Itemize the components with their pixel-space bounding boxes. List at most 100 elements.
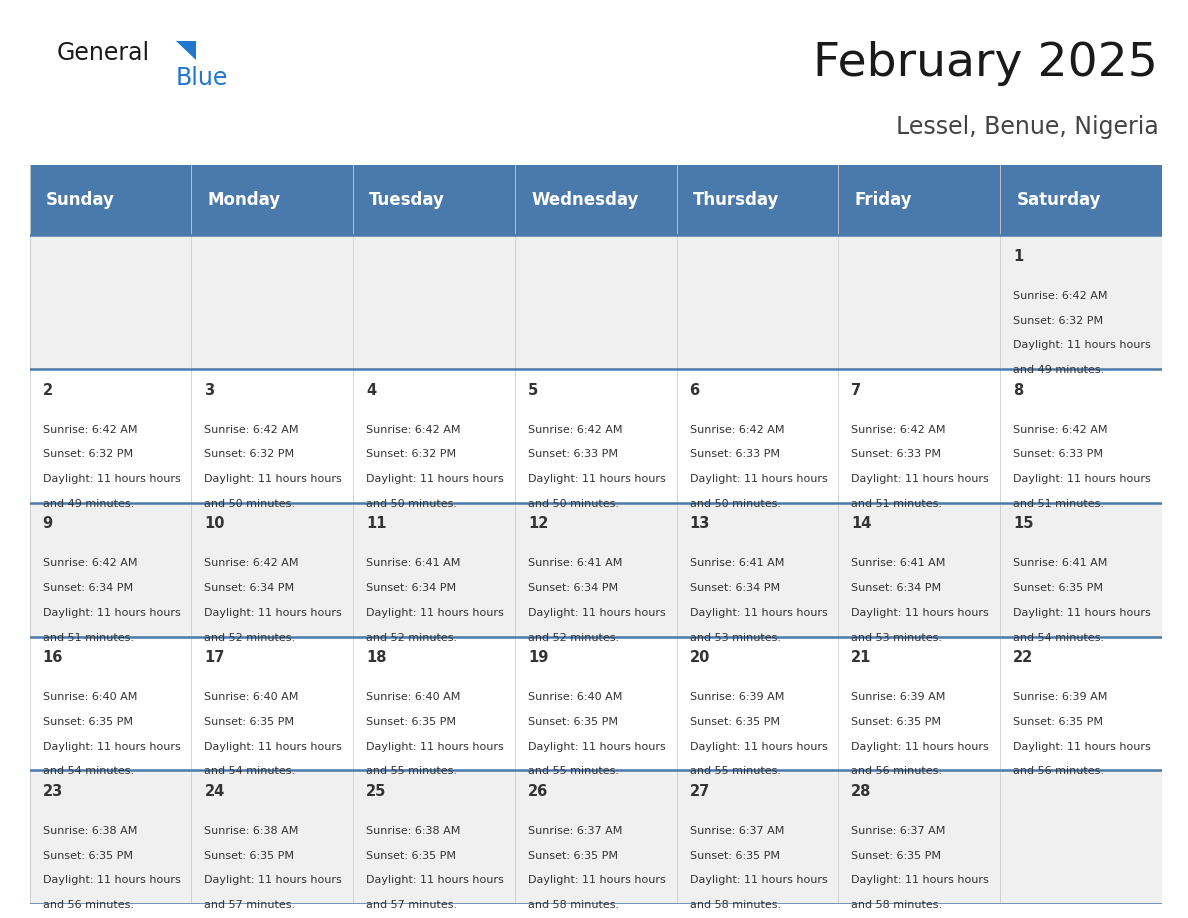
Text: Daylight: 11 hours hours: Daylight: 11 hours hours [43, 876, 181, 885]
Text: Sunset: 6:33 PM: Sunset: 6:33 PM [852, 450, 941, 459]
Text: 20: 20 [689, 650, 710, 665]
Text: Daylight: 11 hours hours: Daylight: 11 hours hours [852, 608, 990, 618]
Text: Sunset: 6:32 PM: Sunset: 6:32 PM [43, 450, 133, 459]
Text: 16: 16 [43, 650, 63, 665]
Text: Daylight: 11 hours hours: Daylight: 11 hours hours [366, 742, 504, 752]
Text: Daylight: 11 hours hours: Daylight: 11 hours hours [689, 742, 827, 752]
Text: and 50 minutes.: and 50 minutes. [366, 498, 457, 509]
Text: Sunset: 6:34 PM: Sunset: 6:34 PM [204, 583, 295, 593]
Text: Daylight: 11 hours hours: Daylight: 11 hours hours [689, 474, 827, 484]
Text: 5: 5 [527, 383, 538, 397]
Text: and 52 minutes.: and 52 minutes. [527, 633, 619, 643]
Text: Sunset: 6:35 PM: Sunset: 6:35 PM [43, 851, 133, 861]
Text: Daylight: 11 hours hours: Daylight: 11 hours hours [43, 608, 181, 618]
Text: Daylight: 11 hours hours: Daylight: 11 hours hours [366, 876, 504, 885]
Text: Daylight: 11 hours hours: Daylight: 11 hours hours [689, 876, 827, 885]
Text: Sunrise: 6:38 AM: Sunrise: 6:38 AM [43, 826, 137, 836]
Text: 23: 23 [43, 784, 63, 799]
Text: Sunrise: 6:42 AM: Sunrise: 6:42 AM [43, 425, 137, 434]
Text: and 51 minutes.: and 51 minutes. [852, 498, 942, 509]
Text: Friday: Friday [854, 191, 912, 209]
Text: Daylight: 11 hours hours: Daylight: 11 hours hours [527, 742, 665, 752]
Text: Sunset: 6:35 PM: Sunset: 6:35 PM [527, 717, 618, 727]
Text: Sunrise: 6:39 AM: Sunrise: 6:39 AM [689, 692, 784, 702]
Text: Sunrise: 6:42 AM: Sunrise: 6:42 AM [1013, 291, 1107, 301]
Text: Daylight: 11 hours hours: Daylight: 11 hours hours [852, 742, 990, 752]
Text: Sunrise: 6:41 AM: Sunrise: 6:41 AM [852, 558, 946, 568]
Text: Sunrise: 6:39 AM: Sunrise: 6:39 AM [1013, 692, 1107, 702]
Text: 15: 15 [1013, 516, 1034, 532]
Text: 27: 27 [689, 784, 710, 799]
Text: and 55 minutes.: and 55 minutes. [366, 767, 457, 777]
Bar [30, 637, 1162, 770]
Text: Sunrise: 6:40 AM: Sunrise: 6:40 AM [43, 692, 137, 702]
Text: and 50 minutes.: and 50 minutes. [204, 498, 296, 509]
Text: and 58 minutes.: and 58 minutes. [689, 901, 781, 910]
Text: 1: 1 [1013, 249, 1023, 263]
Text: and 51 minutes.: and 51 minutes. [1013, 498, 1104, 509]
Text: Sunset: 6:34 PM: Sunset: 6:34 PM [366, 583, 456, 593]
Text: Sunset: 6:33 PM: Sunset: 6:33 PM [689, 450, 779, 459]
Text: Daylight: 11 hours hours: Daylight: 11 hours hours [1013, 608, 1151, 618]
Text: Daylight: 11 hours hours: Daylight: 11 hours hours [1013, 474, 1151, 484]
Text: Sunset: 6:35 PM: Sunset: 6:35 PM [366, 717, 456, 727]
Text: 22: 22 [1013, 650, 1034, 665]
Text: Sunset: 6:35 PM: Sunset: 6:35 PM [1013, 717, 1104, 727]
Text: Sunset: 6:33 PM: Sunset: 6:33 PM [527, 450, 618, 459]
Text: 3: 3 [204, 383, 215, 397]
Text: Daylight: 11 hours hours: Daylight: 11 hours hours [689, 608, 827, 618]
Text: Sunset: 6:34 PM: Sunset: 6:34 PM [527, 583, 618, 593]
Text: Monday: Monday [208, 191, 280, 209]
Text: and 50 minutes.: and 50 minutes. [689, 498, 781, 509]
Text: Sunrise: 6:42 AM: Sunrise: 6:42 AM [1013, 425, 1107, 434]
Text: 28: 28 [852, 784, 872, 799]
Text: Sunrise: 6:42 AM: Sunrise: 6:42 AM [43, 558, 137, 568]
Text: and 49 minutes.: and 49 minutes. [1013, 365, 1105, 375]
Text: and 55 minutes.: and 55 minutes. [689, 767, 781, 777]
Text: and 54 minutes.: and 54 minutes. [1013, 633, 1104, 643]
Text: 24: 24 [204, 784, 225, 799]
Text: and 57 minutes.: and 57 minutes. [366, 901, 457, 910]
Text: Sunset: 6:34 PM: Sunset: 6:34 PM [852, 583, 941, 593]
Text: Sunrise: 6:42 AM: Sunrise: 6:42 AM [689, 425, 784, 434]
Text: and 53 minutes.: and 53 minutes. [689, 633, 781, 643]
Text: Daylight: 11 hours hours: Daylight: 11 hours hours [204, 608, 342, 618]
Text: and 54 minutes.: and 54 minutes. [43, 767, 134, 777]
Text: Daylight: 11 hours hours: Daylight: 11 hours hours [527, 608, 665, 618]
Text: 21: 21 [852, 650, 872, 665]
Text: Saturday: Saturday [1016, 191, 1101, 209]
Text: Sunrise: 6:38 AM: Sunrise: 6:38 AM [366, 826, 461, 836]
Text: Thursday: Thursday [693, 191, 779, 209]
Text: Sunrise: 6:38 AM: Sunrise: 6:38 AM [204, 826, 298, 836]
Text: Wednesday: Wednesday [531, 191, 638, 209]
Text: 2: 2 [43, 383, 52, 397]
Text: Sunset: 6:35 PM: Sunset: 6:35 PM [689, 851, 779, 861]
Text: 10: 10 [204, 516, 225, 532]
Text: Sunrise: 6:41 AM: Sunrise: 6:41 AM [689, 558, 784, 568]
Text: 6: 6 [689, 383, 700, 397]
Text: Sunset: 6:35 PM: Sunset: 6:35 PM [1013, 583, 1104, 593]
Text: Daylight: 11 hours hours: Daylight: 11 hours hours [204, 742, 342, 752]
Bar [30, 165, 1162, 235]
Text: Blue: Blue [176, 66, 228, 90]
Text: February 2025: February 2025 [814, 41, 1158, 86]
Text: and 50 minutes.: and 50 minutes. [527, 498, 619, 509]
Text: and 52 minutes.: and 52 minutes. [366, 633, 457, 643]
Text: Daylight: 11 hours hours: Daylight: 11 hours hours [852, 876, 990, 885]
Text: Sunrise: 6:37 AM: Sunrise: 6:37 AM [852, 826, 946, 836]
Text: 19: 19 [527, 650, 548, 665]
Text: Daylight: 11 hours hours: Daylight: 11 hours hours [204, 474, 342, 484]
Text: Sunset: 6:35 PM: Sunset: 6:35 PM [204, 851, 295, 861]
Text: Sunrise: 6:41 AM: Sunrise: 6:41 AM [366, 558, 461, 568]
Text: Sunset: 6:34 PM: Sunset: 6:34 PM [43, 583, 133, 593]
Text: 8: 8 [1013, 383, 1023, 397]
Bar [30, 770, 1162, 904]
Text: Tuesday: Tuesday [369, 191, 446, 209]
Bar [30, 503, 1162, 637]
Text: Sunrise: 6:41 AM: Sunrise: 6:41 AM [527, 558, 623, 568]
Text: 26: 26 [527, 784, 548, 799]
Text: Sunset: 6:35 PM: Sunset: 6:35 PM [689, 717, 779, 727]
Text: and 56 minutes.: and 56 minutes. [852, 767, 942, 777]
Text: and 49 minutes.: and 49 minutes. [43, 498, 134, 509]
Text: Sunset: 6:32 PM: Sunset: 6:32 PM [366, 450, 456, 459]
